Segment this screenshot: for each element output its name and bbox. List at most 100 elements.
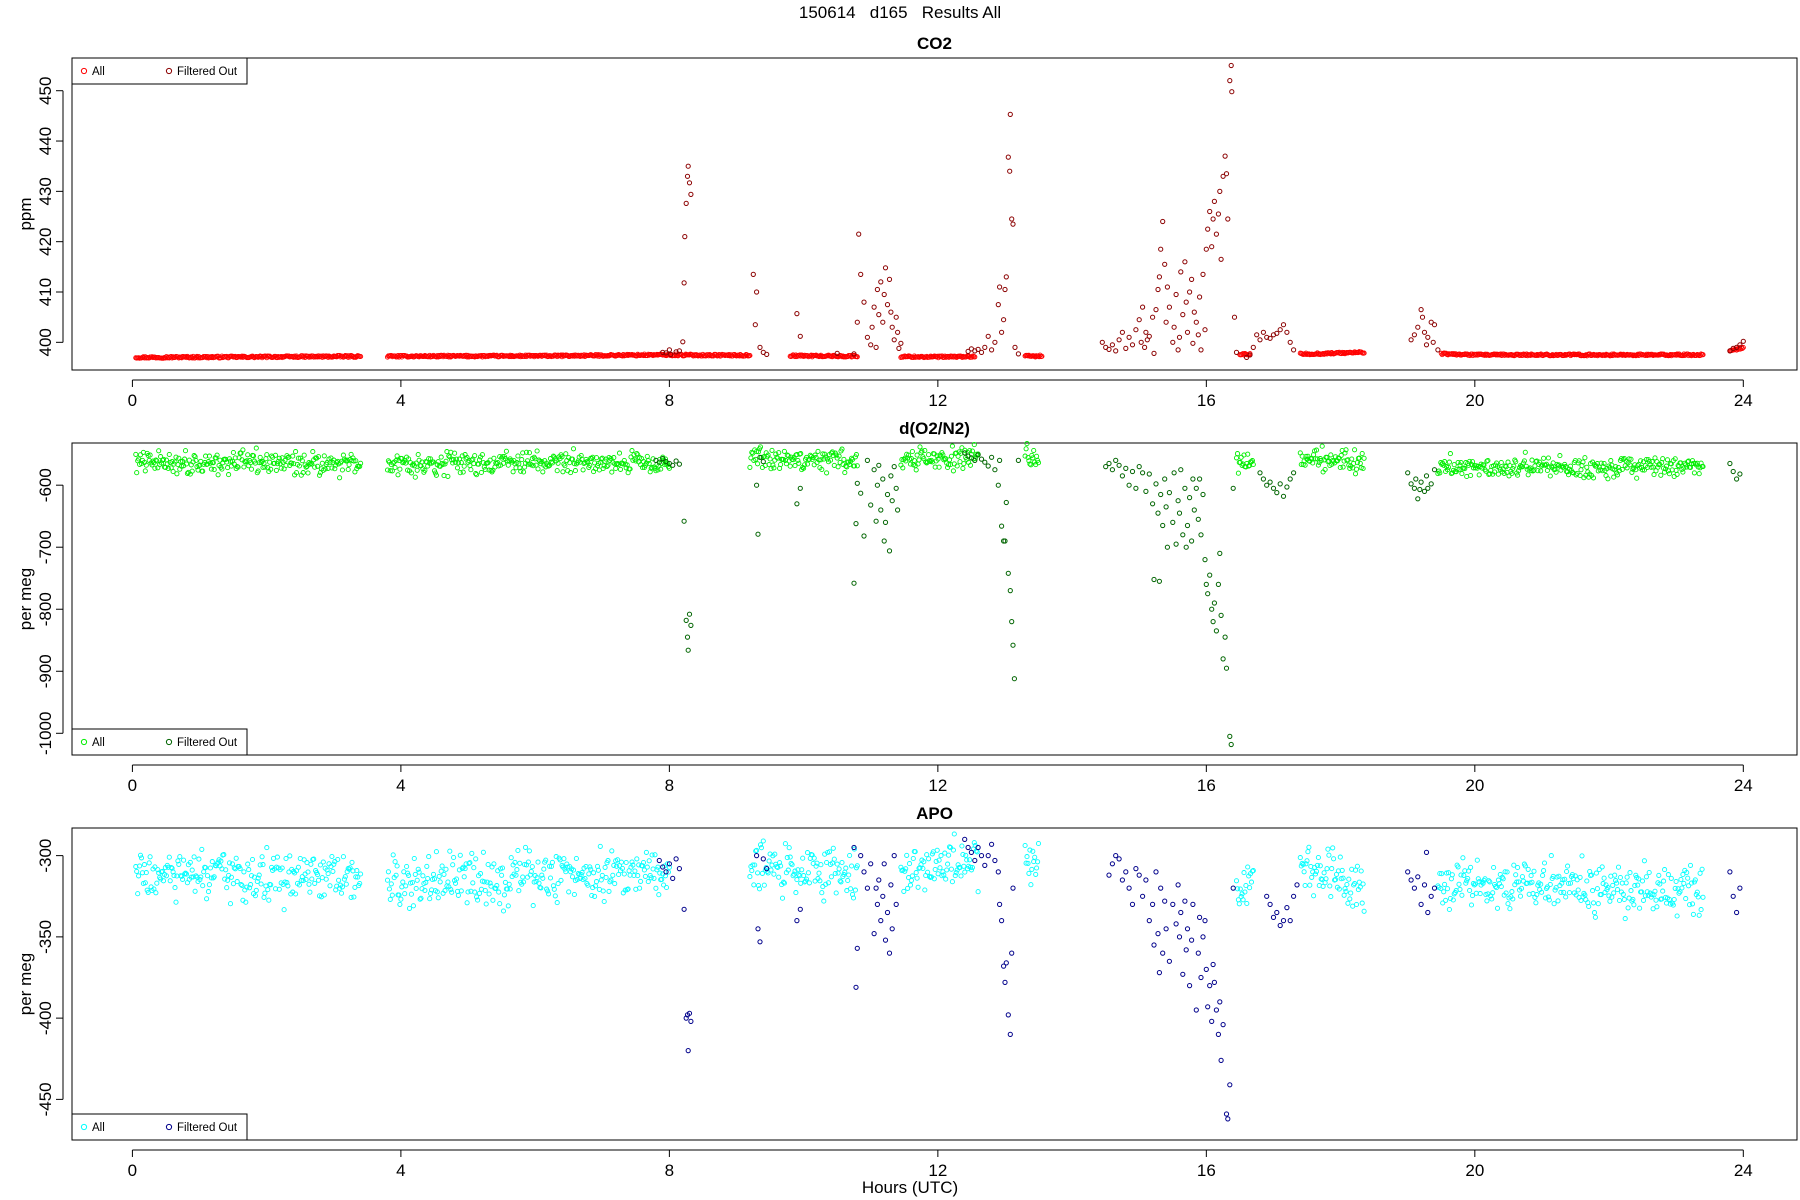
- point-all: [1489, 896, 1495, 902]
- point-all: [1688, 880, 1695, 886]
- point-all: [450, 862, 456, 868]
- point-all: [339, 467, 345, 473]
- x-tick-label: 12: [928, 1161, 947, 1180]
- point-all: [208, 466, 214, 472]
- point-all: [1552, 887, 1558, 893]
- point-filtered-out: [968, 455, 975, 461]
- point-all: [323, 876, 329, 882]
- point-all: [1440, 900, 1446, 906]
- point-filtered-out: [1257, 337, 1263, 343]
- point-all: [564, 861, 570, 867]
- point-filtered-out: [992, 467, 998, 473]
- point-filtered-out: [1198, 347, 1204, 353]
- point-filtered-out: [895, 329, 901, 335]
- point-all: [937, 865, 943, 871]
- point-all: [412, 871, 418, 877]
- point-all: [486, 891, 492, 897]
- point-all: [147, 854, 153, 860]
- point-all: [917, 865, 923, 871]
- point-all: [410, 903, 416, 909]
- point-all: [835, 464, 841, 470]
- point-all: [598, 877, 604, 883]
- point-all: [747, 874, 753, 880]
- point-all: [411, 855, 417, 862]
- point-all: [916, 457, 922, 463]
- point-filtered-out: [1405, 869, 1411, 875]
- point-all: [1336, 886, 1342, 892]
- point-all: [496, 889, 502, 895]
- point-all: [968, 867, 975, 873]
- point-all: [1468, 472, 1474, 479]
- point-filtered-out: [1003, 499, 1009, 506]
- point-all: [154, 880, 160, 886]
- point-all: [765, 452, 771, 458]
- point-all: [644, 864, 650, 870]
- point-all: [235, 464, 241, 470]
- point-all: [618, 859, 624, 865]
- point-all: [1319, 443, 1325, 449]
- point-filtered-out: [1210, 619, 1216, 625]
- point-all: [777, 860, 783, 866]
- point-filtered-out: [1171, 324, 1177, 330]
- point-all: [778, 461, 784, 468]
- point-all: [836, 453, 842, 459]
- point-filtered-out: [1178, 909, 1184, 916]
- point-all: [1525, 866, 1531, 872]
- point-all: [229, 861, 235, 867]
- point-all: [341, 876, 347, 882]
- point-all: [495, 459, 501, 466]
- point-all: [1646, 458, 1652, 465]
- point-all: [1324, 866, 1330, 872]
- point-all: [936, 464, 942, 470]
- point-all: [248, 873, 255, 879]
- point-filtered-out: [869, 324, 875, 330]
- point-filtered-out: [1163, 504, 1169, 510]
- point-all: [1528, 468, 1534, 474]
- point-all: [301, 452, 307, 458]
- point-filtered-out: [1160, 950, 1166, 956]
- y-tick-label: -350: [36, 920, 55, 954]
- point-filtered-out: [873, 518, 879, 524]
- point-all: [1445, 464, 1452, 470]
- point-all: [846, 872, 852, 878]
- point-all: [406, 905, 413, 911]
- point-all: [806, 880, 812, 886]
- point-filtered-out: [1123, 465, 1129, 471]
- point-all: [530, 903, 536, 909]
- point-filtered-out: [1162, 261, 1168, 267]
- point-filtered-out: [856, 231, 862, 237]
- point-all: [915, 884, 921, 890]
- point-all: [191, 854, 197, 860]
- point-all: [1534, 892, 1540, 898]
- point-filtered-out: [891, 464, 897, 470]
- point-filtered-out: [1291, 470, 1297, 476]
- point-all: [351, 458, 357, 464]
- point-all: [168, 864, 174, 871]
- point-all: [827, 457, 834, 463]
- point-all: [1621, 896, 1627, 903]
- point-all: [595, 867, 601, 873]
- point-all: [1468, 864, 1474, 870]
- point-all: [1558, 889, 1564, 895]
- point-all: [608, 877, 614, 883]
- point-all: [1639, 467, 1646, 473]
- point-all: [960, 851, 966, 858]
- point-all: [515, 453, 521, 459]
- point-all: [1342, 450, 1348, 456]
- point-all: [920, 865, 926, 872]
- point-all: [1533, 900, 1539, 906]
- point-all: [942, 850, 948, 856]
- point-filtered-out: [891, 337, 897, 343]
- point-all: [605, 858, 611, 864]
- point-filtered-out: [1143, 329, 1149, 335]
- point-all: [189, 867, 195, 873]
- point-all: [610, 872, 616, 878]
- point-filtered-out: [1164, 284, 1171, 290]
- point-filtered-out: [1180, 971, 1186, 977]
- point-all: [954, 463, 960, 469]
- point-filtered-out: [898, 340, 904, 346]
- point-all: [1674, 471, 1680, 477]
- point-all: [561, 856, 567, 862]
- point-filtered-out: [882, 265, 889, 271]
- point-all: [189, 468, 195, 474]
